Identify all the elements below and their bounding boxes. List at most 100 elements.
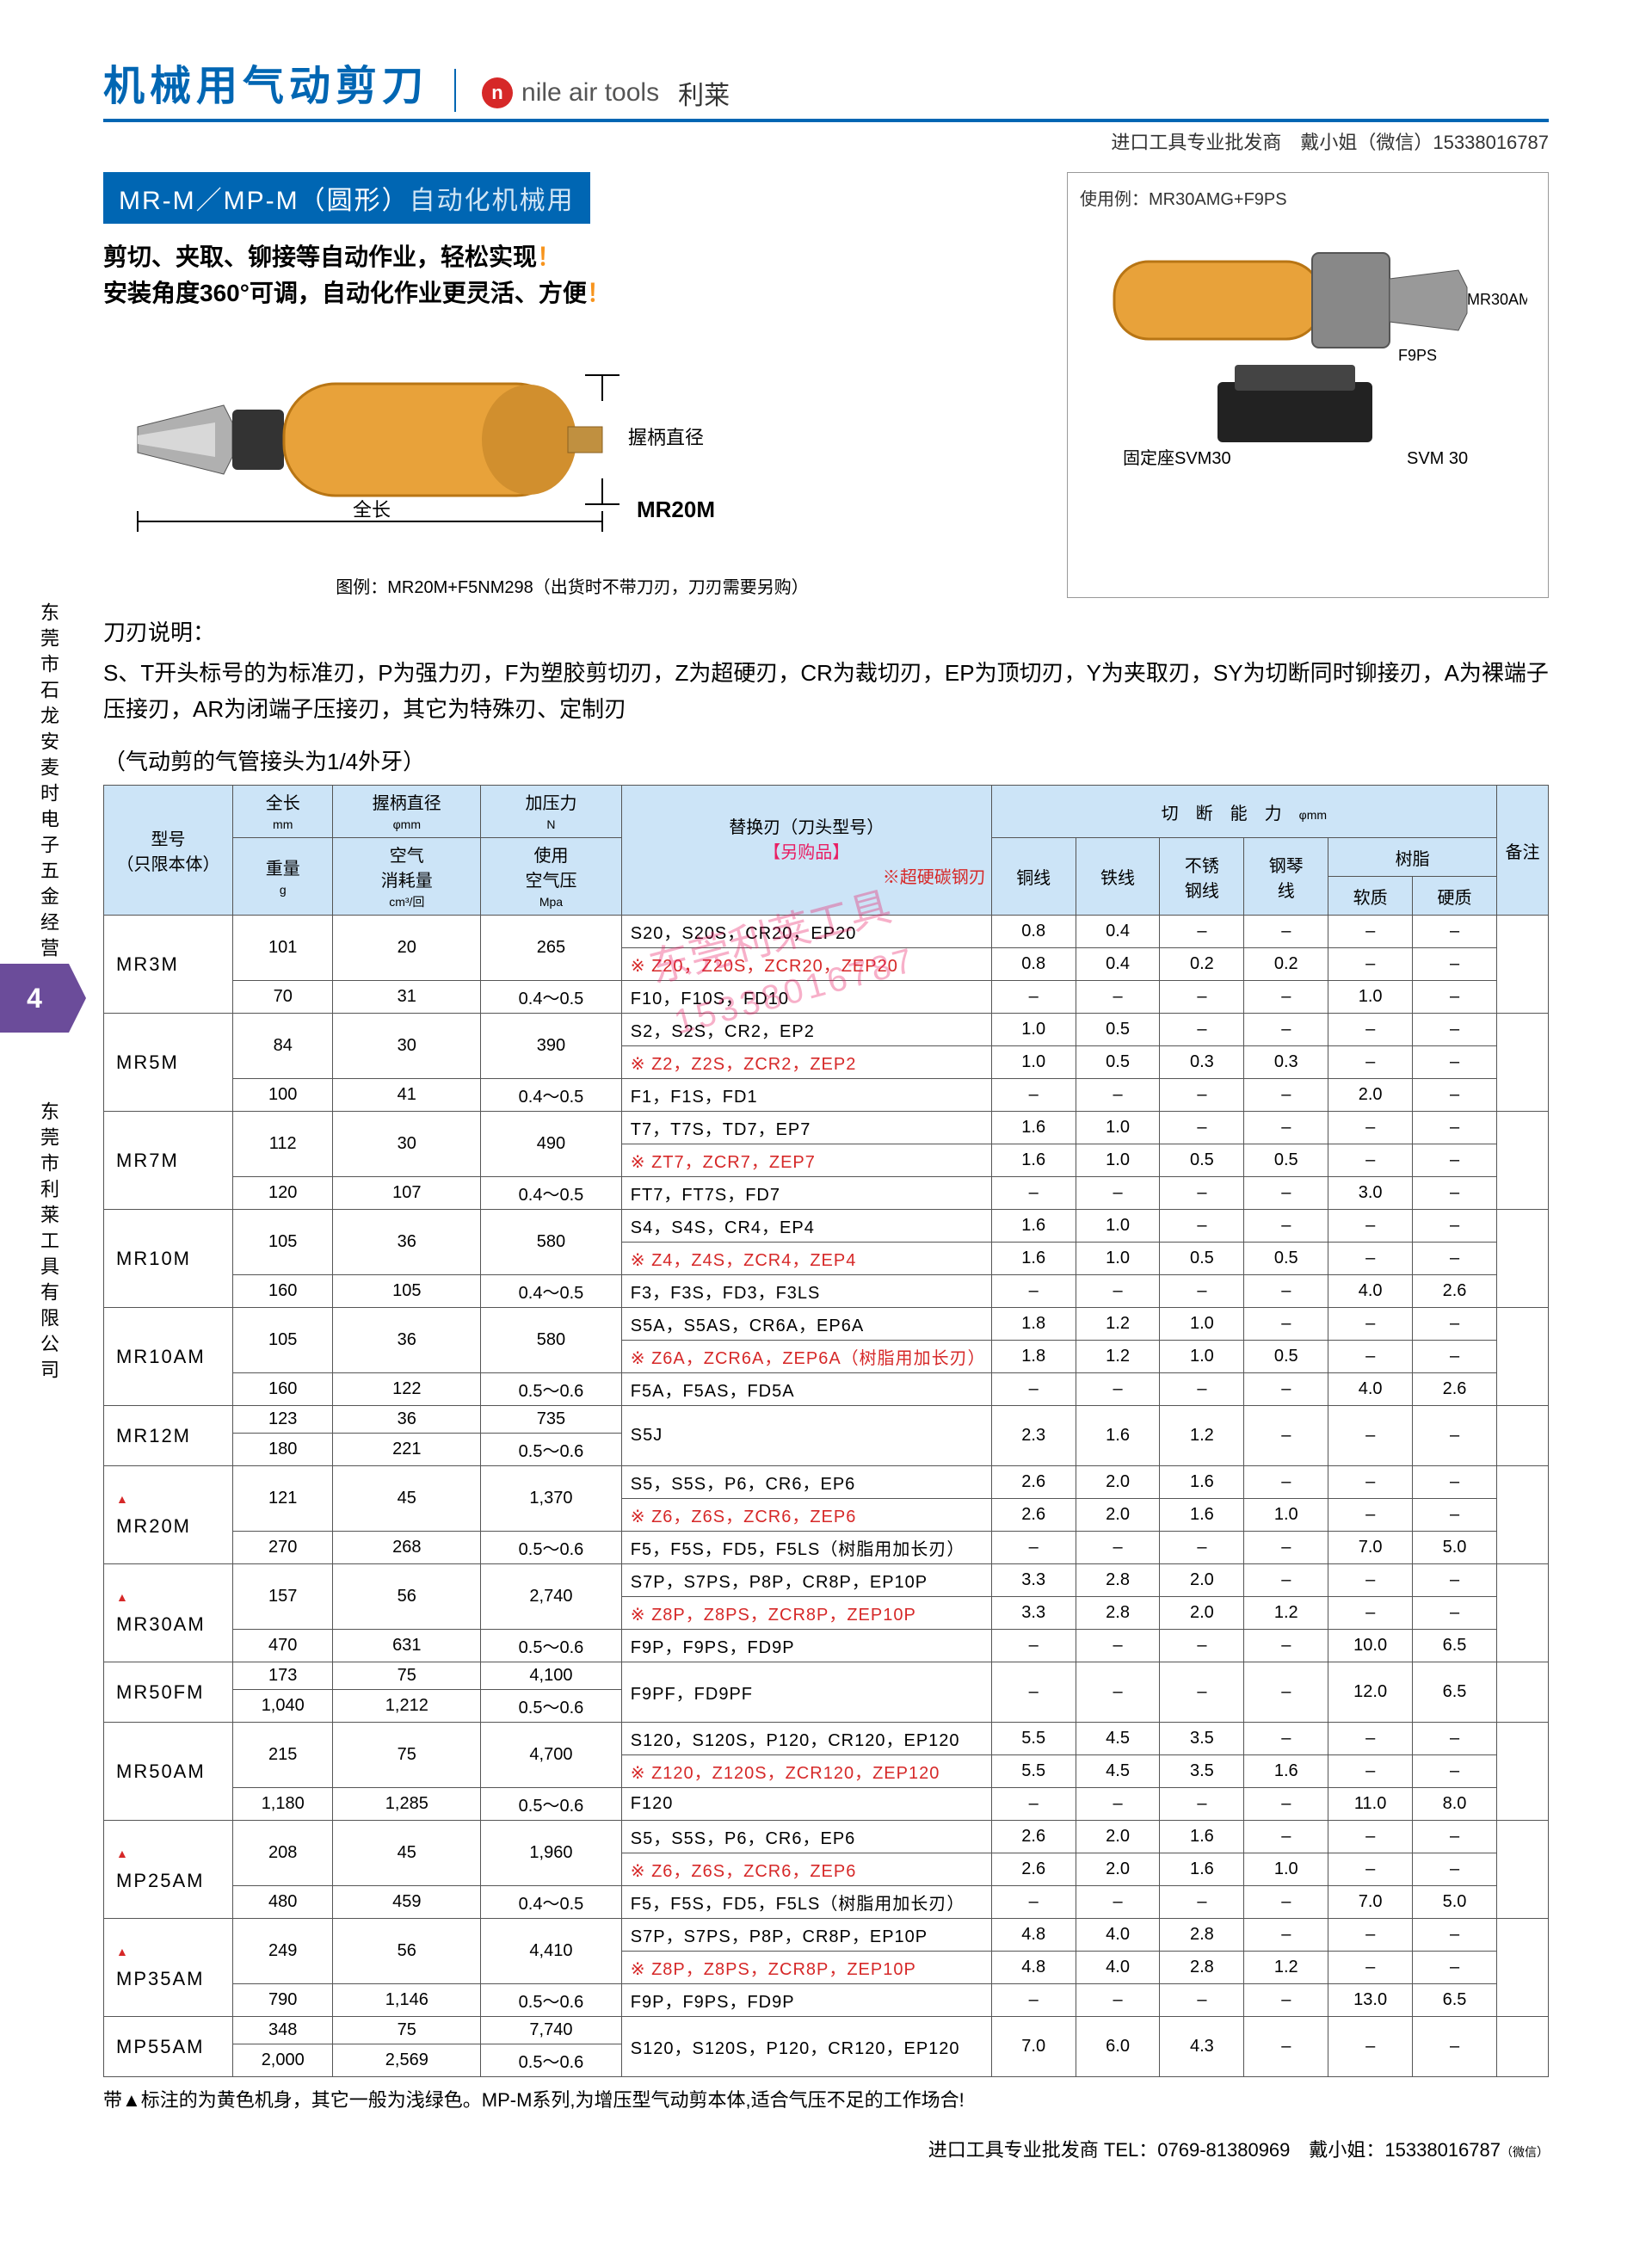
table-row: 70310.4～0.5F10，F10S，FD10––––1.0– — [104, 981, 1549, 1014]
cell-model: ▲MR30AM — [104, 1564, 233, 1662]
cell-blade: S4，S4S，CR4，EP4 — [621, 1210, 991, 1243]
cell-blade: ※ Z6，Z6S，ZCR6，ZEP6 — [621, 1853, 991, 1886]
cell-blade: F9P，F9PS，FD9P — [621, 1984, 991, 2017]
right-image-title: 使用例：MR30AMG+F9PS — [1080, 185, 1536, 210]
cell-blade: T7，T7S，TD7，EP7 — [621, 1112, 991, 1144]
cell-remark — [1497, 1466, 1549, 1564]
table-row: MR50AM215754,700S120，S120S，P120，CR120，EP… — [104, 1723, 1549, 1755]
bottom-contact: 进口工具专业批发商 TEL：0769-81380969 戴小姐：15338016… — [103, 2135, 1549, 2162]
blade-desc: S、T开头标号的为标准刃，P为强力刃，F为塑胶剪切刃，Z为超硬刃，CR为裁切刃，… — [103, 656, 1549, 727]
svg-text:握柄直径: 握柄直径 — [628, 427, 704, 448]
svg-text:SVM 30: SVM 30 — [1407, 449, 1468, 468]
cell-model: MR3M — [104, 916, 233, 1014]
cell-blade: ※ Z4，Z4S，ZCR4，ZEP4 — [621, 1243, 991, 1275]
spec-table: 型号 （只限本体） 全长mm 握柄直径φmm 加压力N 替换刃（刀头型号） 【另… — [103, 785, 1549, 2077]
cell-model: MR10AM — [104, 1308, 233, 1406]
cell-blade: F10，F10S，FD10 — [621, 981, 991, 1014]
table-row: 2702680.5～0.6F5，F5S，FD5，F5LS（树脂用加长刃）––––… — [104, 1532, 1549, 1564]
hr-blue — [103, 119, 1549, 122]
brand-en: nile air tools — [521, 78, 659, 108]
cell-remark — [1497, 2017, 1549, 2077]
cell-blade: F5A，F5AS，FD5A — [621, 1373, 991, 1406]
th-blade: 替换刃（刀头型号） 【另购品】 ※超硬碳钢刃 — [621, 786, 991, 916]
brand-logo-icon: n — [482, 77, 513, 108]
cell-remark — [1497, 1210, 1549, 1308]
cell-blade: ※ Z120，Z120S，ZCR120，ZEP120 — [621, 1755, 991, 1788]
cell-remark — [1497, 1919, 1549, 2017]
table-row: 1601050.4～0.5F3，F3S，FD3，F3LS––––4.02.6 — [104, 1275, 1549, 1308]
section-label-b: 自动化机械用 — [410, 187, 575, 215]
svg-text:F9PS: F9PS — [1398, 347, 1437, 364]
left-image-caption: 图例：MR20M+F5NM298（出货时不带刀刃，刀刃需要另购） — [103, 573, 1041, 598]
th-air: 空气 消耗量cm³/回 — [333, 838, 481, 916]
cell-blade: S7P，S7PS，P8P，CR8P，EP10P — [621, 1919, 991, 1952]
side-company-2: 东莞市利莱工具有限公司 — [34, 1101, 62, 1385]
table-row: 100410.4～0.5F1，F1S，FD1––––2.0– — [104, 1079, 1549, 1112]
table-row: MR10M10536580S4，S4S，CR4，EP41.61.0–––– — [104, 1210, 1549, 1243]
cell-blade: S120，S120S，P120，CR120，EP120 — [621, 2017, 991, 2077]
cell-remark — [1497, 1662, 1549, 1723]
section-label-a: MR-M／MP-M（圆形） — [119, 187, 410, 215]
cell-remark — [1497, 1406, 1549, 1466]
table-row: ▲MP25AM208451,960S5，S5S，P6，CR6，EP62.62.0… — [104, 1821, 1549, 1853]
brand: n nile air tools 利莱 — [482, 74, 730, 112]
th-c1: 铜线 — [991, 838, 1076, 916]
table-row: 4706310.5～0.6F9P，F9PS，FD9P––––10.06.5 — [104, 1630, 1549, 1662]
side-page-tab: 4 — [0, 964, 69, 1033]
th-length: 全长mm — [233, 786, 333, 838]
th-c5b: 硬质 — [1413, 877, 1497, 916]
cell-blade: FT7，FT7S，FD7 — [621, 1177, 991, 1210]
table-row: ▲MP35AM249564,410S7P，S7PS，P8P，CR8P，EP10P… — [104, 1919, 1549, 1952]
th-remark: 备注 — [1497, 786, 1549, 916]
table-note: （气动剪的气管接头为1/4外牙） — [103, 744, 1549, 776]
table-row: MR50FM173754,100F9PF，FD9PF––––12.06.5 — [104, 1662, 1549, 1690]
cell-blade: ※ Z8P，Z8PS，ZCR8P，ZEP10P — [621, 1597, 991, 1630]
tool-right-image: MR30AMG F9PS 固定座SVM30 SVM 30 — [1080, 210, 1527, 477]
table-row: MR12M12336735S5J2.31.61.2––– — [104, 1406, 1549, 1434]
cell-blade: ※ Z6A，ZCR6A，ZEP6A（树脂用加长刃） — [621, 1341, 991, 1373]
table-row: MR10AM10536580S5A，S5AS，CR6A，EP6A1.81.21.… — [104, 1308, 1549, 1341]
cell-model: ▲MR20M — [104, 1466, 233, 1564]
th-c3: 不锈 钢线 — [1160, 838, 1244, 916]
cell-remark — [1497, 916, 1549, 1014]
table-row: ▲MR30AM157562,740S7P，S7PS，P8P，CR8P，EP10P… — [104, 1564, 1549, 1597]
table-row: ▲MR20M121451,370S5，S5S，P6，CR6，EP62.62.01… — [104, 1466, 1549, 1499]
svg-text:全长: 全长 — [353, 499, 391, 521]
table-row: MR5M8430390S2，S2S，CR2，EP21.00.5–––– — [104, 1014, 1549, 1046]
cell-blade: ※ Z2，Z2S，ZCR2，ZEP2 — [621, 1046, 991, 1079]
page-title: 机械用气动剪刀 — [103, 52, 428, 112]
th-force: 加压力N — [481, 786, 622, 838]
table-row: 1601220.5～0.6F5A，F5AS，FD5A––––4.02.6 — [104, 1373, 1549, 1406]
th-weight: 重量g — [233, 838, 333, 916]
tool-left-image: 握柄直径 全长 MR20M — [103, 324, 757, 564]
th-pressure: 使用 空气压Mpa — [481, 838, 622, 916]
cell-blade: S2，S2S，CR2，EP2 — [621, 1014, 991, 1046]
table-row: 1,1801,2850.5～0.6F120––––11.08.0 — [104, 1788, 1549, 1821]
brand-cn: 利莱 — [678, 74, 730, 112]
th-c5: 树脂 — [1328, 838, 1497, 877]
cell-model: MR50FM — [104, 1662, 233, 1723]
side-company-1: 东莞市石龙安麦时电子五金经营部 — [34, 602, 62, 990]
cell-blade: S120，S120S，P120，CR120，EP120 — [621, 1723, 991, 1755]
top-contact: 进口工具专业批发商 戴小姐（微信）15338016787 — [103, 127, 1549, 155]
page-header: 机械用气动剪刀 n nile air tools 利莱 — [103, 52, 1549, 112]
cell-model: MR50AM — [104, 1723, 233, 1821]
divider — [454, 69, 456, 112]
cell-blade: S5，S5S，P6，CR6，EP6 — [621, 1466, 991, 1499]
cell-blade: F9P，F9PS，FD9P — [621, 1630, 991, 1662]
svg-text:固定座SVM30: 固定座SVM30 — [1123, 448, 1231, 468]
th-c2: 铁线 — [1076, 838, 1160, 916]
cell-blade: ※ Z8P，Z8PS，ZCR8P，ZEP10P — [621, 1952, 991, 1984]
cell-blade: F1，F1S，FD1 — [621, 1079, 991, 1112]
right-image-box: 使用例：MR30AMG+F9PS MR30AMG F9PS 固定座SVM30 S… — [1067, 172, 1549, 598]
cell-blade: F5，F5S，FD5，F5LS（树脂用加长刃） — [621, 1532, 991, 1564]
th-model: 型号 （只限本体） — [104, 786, 233, 916]
table-row: 1201070.4～0.5FT7，FT7S，FD7––––3.0– — [104, 1177, 1549, 1210]
th-c4: 钢琴 线 — [1244, 838, 1328, 916]
cell-remark — [1497, 1821, 1549, 1919]
table-body: MR3M10120265S20，S20S，CR20，EP200.80.4––––… — [104, 916, 1549, 2077]
svg-text:MR30AMG: MR30AMG — [1467, 291, 1527, 308]
cell-blade: ※ Z20，Z20S，ZCR20，ZEP20 — [621, 948, 991, 981]
cell-blade: S7P，S7PS，P8P，CR8P，EP10P — [621, 1564, 991, 1597]
table-row: MR7M11230490T7，T7S，TD7，EP71.61.0–––– — [104, 1112, 1549, 1144]
